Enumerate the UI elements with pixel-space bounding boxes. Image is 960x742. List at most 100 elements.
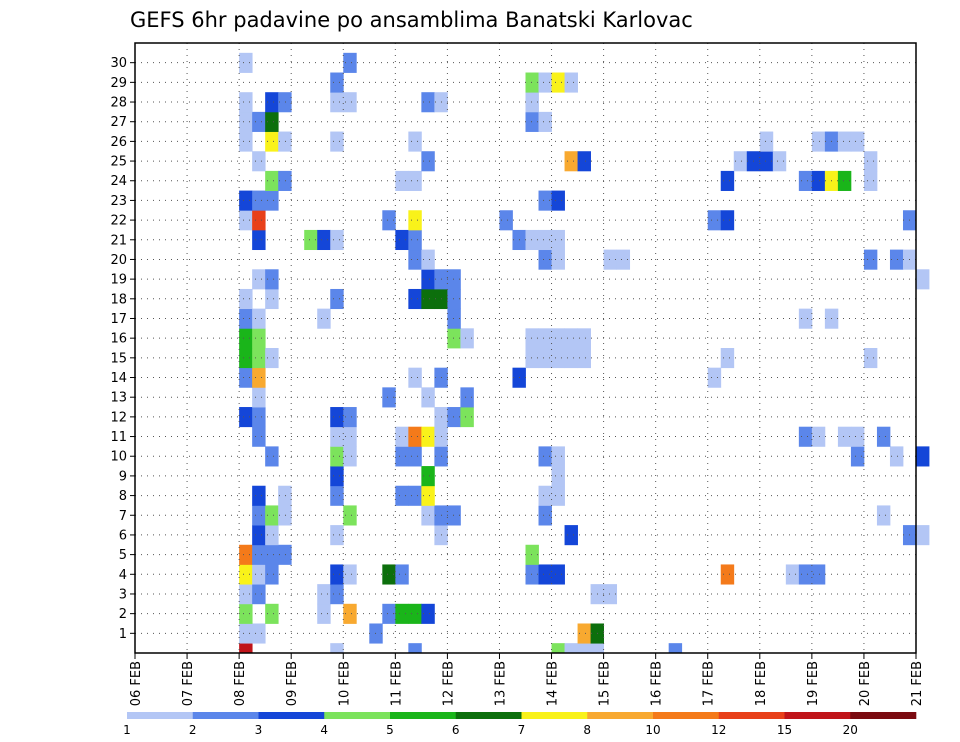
precip-cell [408,446,422,467]
precip-cell [564,643,578,654]
x-tick-label: 08 FEB [233,661,248,706]
precip-cell [408,603,422,624]
precip-cell [343,505,357,526]
precip-cell [538,190,552,211]
precip-cell [850,446,865,467]
y-tick-label: 23 [110,194,127,209]
x-tick-label: 16 FEB [650,661,665,706]
precip-cell [421,288,435,310]
y-tick-label: 17 [110,312,127,327]
precip-cell [525,328,539,349]
precip-cell [239,111,253,132]
precip-cell [460,407,474,428]
precip-cell [343,52,357,73]
y-tick-label: 27 [110,115,127,130]
precip-cell [421,485,435,506]
precip-cell [304,229,318,251]
precip-cell [343,407,357,428]
y-tick-label: 28 [110,96,127,111]
precip-cell [538,564,552,585]
y-tick-label: 19 [110,273,127,288]
precip-cell [837,131,852,152]
precip-cell [538,505,552,526]
precip-cell [564,328,578,349]
precip-cell [330,288,344,310]
precip-cell [538,485,552,506]
precip-cell [252,407,266,428]
precip-cell [421,603,435,624]
colorbar-swatch [521,712,588,719]
precip-cell [720,564,735,585]
y-tick-label: 16 [110,332,127,347]
precip-cell [759,151,774,172]
precip-cell [798,564,813,585]
precip-cell [239,210,253,231]
precip-cell [252,387,266,408]
precip-cell [421,249,435,270]
precip-cell [421,151,435,172]
chart-title: GEFS 6hr padavine po ansamblima Banatski… [130,8,693,32]
colorbar-label: 12 [711,723,726,737]
colorbar-swatch [192,712,259,719]
precip-cell [720,170,735,191]
x-tick-label: 09 FEB [285,661,300,706]
precip-cell [278,131,292,152]
precip-cell [278,485,292,506]
precip-cell [499,210,513,231]
precip-cell [421,92,435,113]
precip-cell [538,328,552,349]
precip-cell [239,92,253,113]
colorbar-label: 5 [386,723,394,737]
colorbar-label: 8 [583,723,591,737]
x-tick-label: 11 FEB [389,661,404,706]
precip-cell [395,485,409,506]
precip-cell [525,72,539,93]
precip-cell [798,170,813,191]
y-tick-label: 18 [110,292,127,307]
precip-cell [564,525,578,546]
y-tick-label: 8 [119,489,127,504]
precip-cell [239,584,253,605]
precip-cell [863,348,878,369]
y-tick-label: 12 [110,410,127,425]
precip-cell [577,151,591,172]
precip-cell [330,72,344,93]
precip-cell [265,190,279,211]
precip-cell [551,485,565,506]
colorbar-label: 1 [123,723,131,737]
precip-cell [876,426,891,447]
precip-cell [668,643,683,654]
precip-cell [525,348,539,369]
precip-cell [265,288,279,310]
y-tick-label: 24 [110,174,127,189]
precip-cell [577,623,591,644]
precip-cell [916,269,930,290]
x-tick-label: 07 FEB [181,661,196,706]
precip-cell [395,426,409,447]
precip-cell [421,387,435,408]
precip-cell [551,249,565,270]
precip-cell [330,643,344,654]
precip-cell [785,564,800,585]
colorbar-label: 4 [320,723,328,737]
x-tick-label: 19 FEB [806,661,821,706]
precip-cell [564,72,578,93]
precip-cell [382,387,396,408]
precip-cell [538,72,552,93]
precip-cell [837,426,852,447]
precip-cell [421,505,435,526]
x-axis-ticks: 06 FEB 07 FEB 08 FEB 09 FEB 10 FEB 11 FEB 12 F… [129,653,925,706]
precip-cell [525,111,539,132]
precip-cell [889,446,904,467]
precip-cell [252,367,266,388]
precip-cell [252,190,266,211]
precip-cell [395,229,409,251]
precip-cell [447,269,461,290]
y-tick-label: 10 [110,450,127,465]
precip-cell [317,229,331,251]
precip-cell [811,564,826,585]
precip-cell [330,229,344,251]
precip-cell [239,623,253,644]
y-tick-label: 15 [110,351,127,366]
